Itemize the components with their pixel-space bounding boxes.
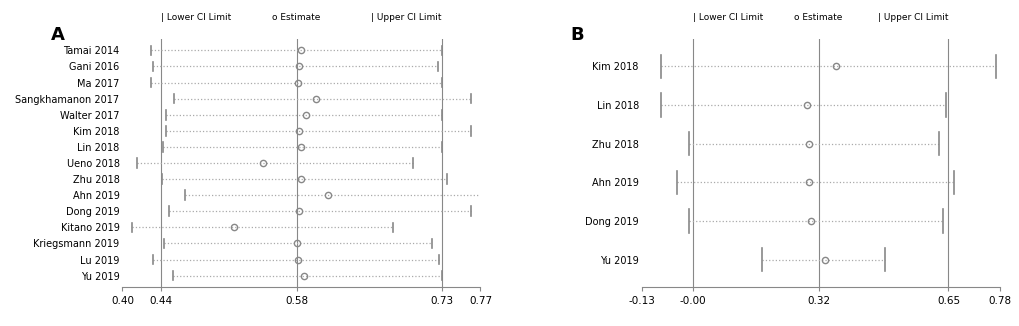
Text: | Upper CI Limit: | Upper CI Limit bbox=[371, 13, 441, 22]
Text: | Upper CI Limit: | Upper CI Limit bbox=[877, 13, 948, 22]
Text: | Lower CI Limit: | Lower CI Limit bbox=[692, 13, 762, 22]
Text: o Estimate: o Estimate bbox=[272, 13, 320, 22]
Text: B: B bbox=[570, 26, 583, 44]
Text: | Lower CI Limit: | Lower CI Limit bbox=[161, 13, 231, 22]
Text: o Estimate: o Estimate bbox=[794, 13, 842, 22]
Text: A: A bbox=[51, 26, 65, 44]
